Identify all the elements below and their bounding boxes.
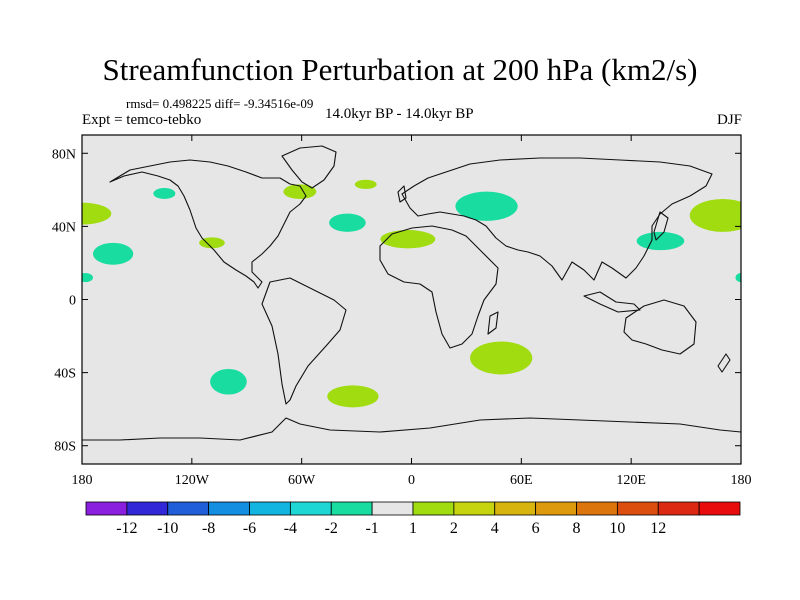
axis-ticks: 180 120W 60W 0 60E 120E 180 80N 40N 0 40S 80S: [52, 135, 752, 488]
colorbar-label: 4: [491, 520, 499, 537]
anomaly-positive-1: [82, 202, 112, 225]
coastline-indonesia: [583, 291, 641, 313]
colorbar-label: -8: [202, 520, 215, 537]
colorbar-swatch: [249, 501, 291, 516]
colorbar-swatch: [85, 501, 128, 516]
anomaly-positive-12: [689, 198, 741, 232]
colorbar-swatch: [208, 501, 250, 516]
coastline-greenland: [281, 145, 337, 189]
x-tick-label: 180: [731, 473, 752, 488]
colorbar-swatch: [330, 501, 373, 516]
x-tick-label: 120E: [616, 473, 646, 488]
coastline-africa: [379, 225, 499, 349]
colorbar-label: 8: [573, 520, 581, 537]
colorbar-swatch: [289, 501, 332, 516]
colorbar-swatch: [371, 501, 414, 516]
colorbar-swatch: [494, 501, 537, 516]
colorbar-label: -12: [116, 520, 137, 537]
colorbar-swatch: [657, 501, 700, 516]
coastline-madagascar: [487, 311, 499, 335]
coastline-british-isles: [397, 185, 407, 203]
colorbar-swatch: [126, 501, 169, 516]
colorbar-swatch: [535, 501, 577, 516]
anomaly-positive-5: [199, 237, 225, 249]
colorbar-swatch: [576, 501, 618, 516]
anomaly-negative-2: [92, 242, 134, 265]
colorbar-label: 2: [450, 520, 458, 537]
colorbar-label: -4: [284, 520, 297, 537]
anomaly-negative-4: [153, 188, 176, 199]
period-label: 14.0kyr BP - 14.0kyr BP: [325, 106, 474, 122]
chart-title: Streamfunction Perturbation at 200 hPa (…: [102, 52, 698, 87]
y-tick-label: 40S: [54, 367, 76, 382]
colorbar-swatch: [412, 501, 455, 516]
anomaly-positive-14: [470, 341, 533, 375]
anomaly-positive-6: [283, 184, 317, 199]
coastline-antarctica: [82, 417, 741, 441]
anomaly-layer: [82, 179, 741, 408]
stats-line: rmsd= 0.498225 diff= -9.34516e-09: [126, 96, 314, 111]
colorbar-swatch: [167, 501, 210, 516]
coastline-japan: [653, 211, 669, 241]
colorbar: -12 -10 -8 -6 -4 -2 -1 1 2 4 6 8 10 12: [85, 501, 741, 537]
experiment-label: Expt = temco-tebko: [82, 112, 202, 128]
coastline-new-zealand: [717, 353, 731, 373]
coastline-eurasia: [401, 157, 713, 281]
y-tick-label: 80N: [52, 147, 76, 162]
anomaly-negative-10: [455, 191, 518, 221]
y-tick-label: 0: [69, 294, 76, 309]
colorbar-label: -1: [365, 520, 378, 537]
colorbar-label: -10: [157, 520, 178, 537]
x-tick-label: 0: [408, 473, 415, 488]
colorbar-swatch: [616, 501, 659, 516]
colorbar-label: -2: [325, 520, 338, 537]
coastline-australia: [623, 299, 697, 355]
colorbar-label: 1: [409, 520, 417, 537]
anomaly-positive-16: [327, 385, 379, 408]
colorbar-label: 10: [609, 520, 625, 537]
coastline-north-america: [109, 159, 307, 289]
anomaly-negative-15: [210, 368, 247, 395]
y-tick-label: 80S: [54, 440, 76, 455]
coastlines: [82, 145, 741, 441]
x-tick-label: 60W: [288, 473, 316, 488]
colorbar-label: 6: [532, 520, 540, 537]
colorbar-swatch: [698, 501, 741, 516]
x-tick-label: 60E: [510, 473, 533, 488]
anomaly-negative-3: [82, 272, 93, 283]
anomaly-negative-13: [735, 272, 741, 283]
anomaly-negative-11: [636, 231, 685, 251]
x-tick-label: 180: [72, 473, 93, 488]
coastline-south-america: [261, 277, 347, 405]
x-tick-label: 120W: [175, 473, 210, 488]
colorbar-label: -6: [243, 520, 256, 537]
anomaly-positive-7: [354, 179, 377, 189]
colorbar-label: 12: [650, 520, 666, 537]
map-background: [82, 135, 741, 464]
anomaly-positive-9: [380, 230, 436, 249]
anomaly-negative-8: [329, 213, 366, 232]
colorbar-swatch: [453, 501, 496, 516]
season-label: DJF: [716, 112, 742, 128]
y-tick-label: 40N: [52, 220, 76, 235]
